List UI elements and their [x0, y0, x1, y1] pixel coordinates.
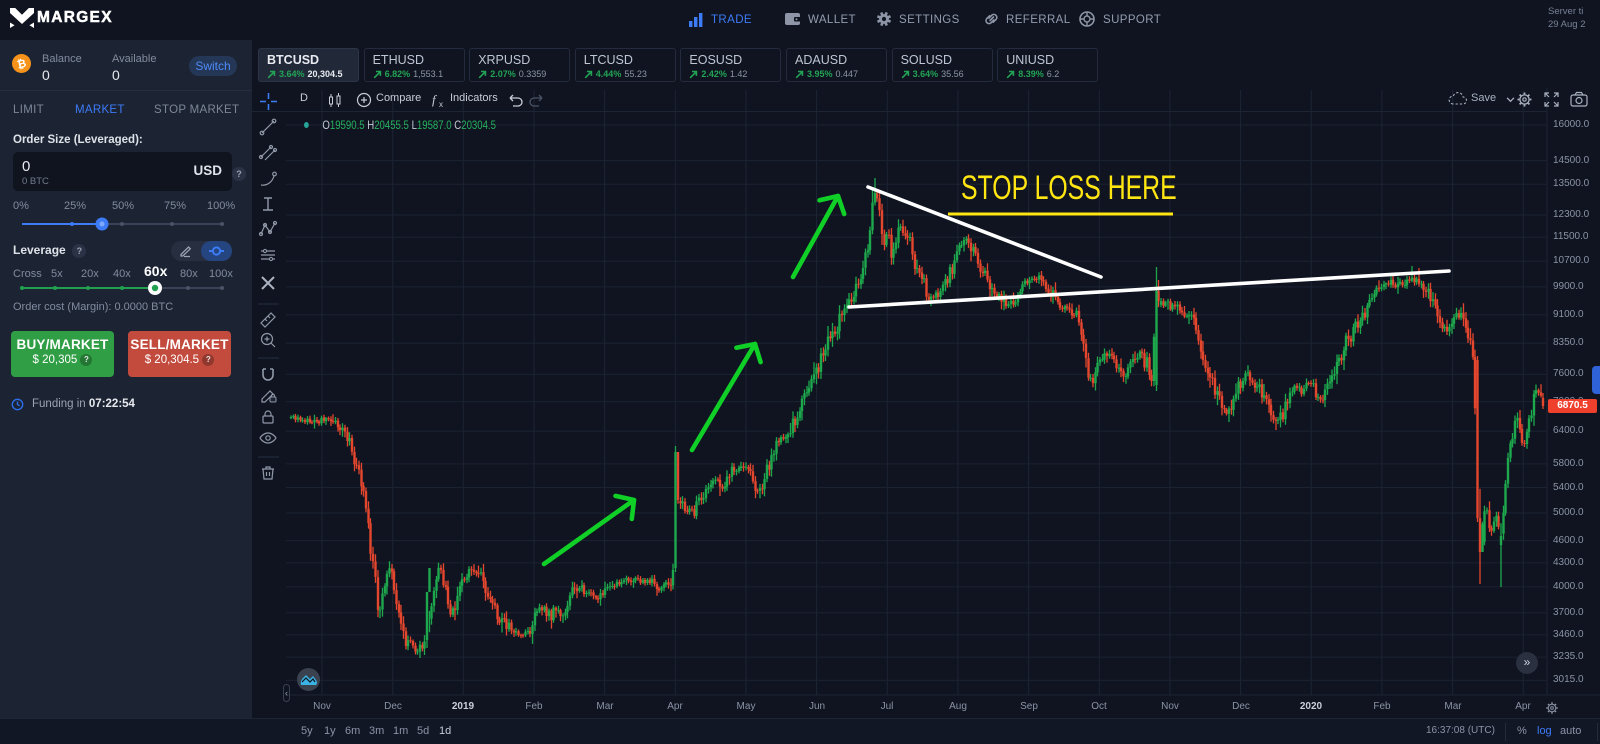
svg-text:f: f	[432, 92, 438, 107]
svg-text:₿: ₿	[16, 58, 28, 72]
svg-text:x: x	[439, 100, 443, 108]
